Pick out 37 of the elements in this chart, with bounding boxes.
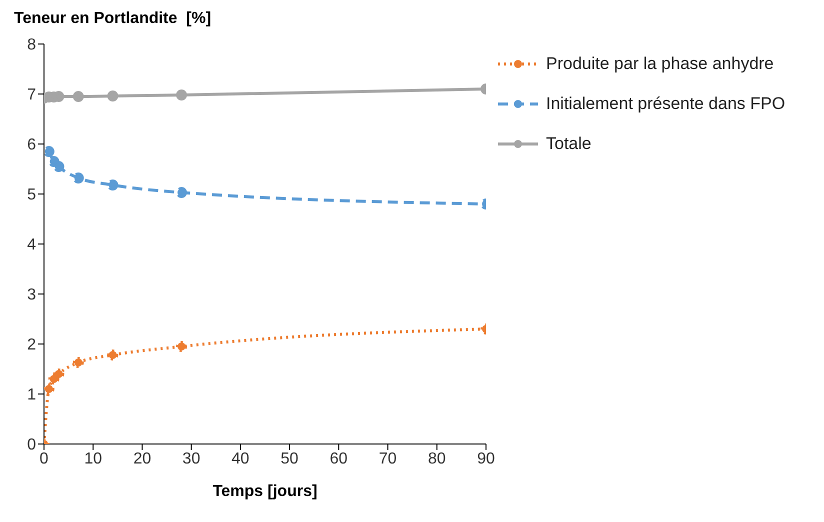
- point: [44, 146, 54, 157]
- y-tick-label: 7: [27, 86, 36, 104]
- point: [72, 357, 84, 368]
- point: [176, 341, 188, 352]
- point: [53, 161, 64, 172]
- point: [72, 172, 84, 184]
- legend-label: Totale: [546, 134, 592, 154]
- x-tick-label: 80: [428, 450, 446, 468]
- x-tick-label: 50: [280, 450, 299, 468]
- x-tick-label: 90: [477, 450, 495, 468]
- y-tick-label: 1: [27, 386, 36, 404]
- x-tick-label: 10: [84, 450, 102, 468]
- x-tick-label: 0: [40, 450, 49, 468]
- point: [44, 384, 54, 394]
- point: [53, 368, 64, 380]
- x-axis-title: Temps [jours]: [212, 483, 318, 500]
- x-tick-label: 20: [133, 450, 152, 468]
- legend-label: Produite par la phase anhydre: [546, 54, 774, 74]
- y-tick-label: 4: [27, 236, 36, 254]
- point: [107, 180, 118, 190]
- y-tick-label: 5: [27, 186, 36, 204]
- y-tick-label: 3: [27, 286, 36, 304]
- x-tick-label: 30: [182, 450, 200, 468]
- y-tick-label: 6: [27, 136, 36, 154]
- y-tick-label: 0: [27, 436, 36, 454]
- y-tick-label: 2: [27, 336, 36, 354]
- x-tick-label: 40: [232, 450, 250, 468]
- y-axis-title: Teneur en Portlandite [%]: [14, 10, 212, 28]
- legend-label: Initialement présente dans FPO: [546, 94, 786, 114]
- point: [72, 91, 84, 102]
- point: [176, 90, 188, 100]
- point: [176, 187, 188, 198]
- point: [107, 90, 118, 102]
- point: [107, 350, 118, 360]
- x-tick-label: 60: [330, 450, 348, 468]
- x-tick-label: 70: [378, 450, 397, 468]
- y-tick-label: 8: [27, 36, 36, 54]
